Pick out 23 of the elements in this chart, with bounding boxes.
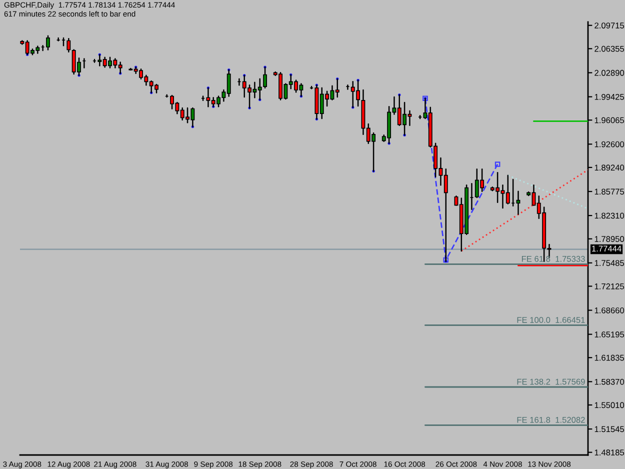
y-tick-label: 1.65195 <box>594 331 624 338</box>
y-tick-label: 1.58370 <box>594 378 624 385</box>
y-tick-label: 1.78950 <box>594 236 624 242</box>
y-tick-label: 1.48185 <box>594 450 624 456</box>
y-tick-label: 1.92600 <box>594 141 624 148</box>
y-tick-label: 2.09715 <box>594 22 624 28</box>
y-tick-label: 1.89240 <box>594 164 624 171</box>
series-label: FE 100.0 1.66451 <box>517 316 585 323</box>
y-tick-label: 1.61835 <box>594 354 624 361</box>
y-tick-label: 1.96065 <box>594 117 624 124</box>
series-label: FE 138.2 1.57569 <box>517 378 585 385</box>
y-tick-label: 1.99425 <box>594 94 624 100</box>
y-tick-label: 1.85775 <box>594 188 624 195</box>
y-tick-label: 1.82310 <box>594 212 624 219</box>
y-tick-label: 1.55010 <box>594 402 624 408</box>
y-tick-label: 1.72125 <box>594 283 624 290</box>
y-tick-label: 1.68660 <box>594 307 624 314</box>
y-tick-label: 2.02890 <box>594 70 624 76</box>
ref-line-label: 1.77444 <box>592 246 622 252</box>
y-tick-label: 1.51545 <box>594 426 624 432</box>
y-tick-label: 1.75485 <box>594 260 624 266</box>
series-label: FE 161.8 1.52082 <box>517 416 585 423</box>
y-tick-label: 2.06355 <box>594 46 624 52</box>
